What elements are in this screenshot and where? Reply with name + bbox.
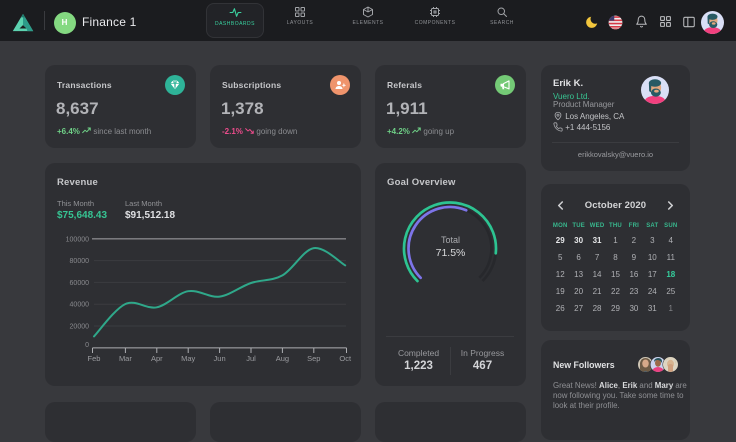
svg-text:Aug: Aug <box>276 354 289 363</box>
svg-text:Oct: Oct <box>339 354 352 363</box>
svg-text:Sep: Sep <box>307 354 320 363</box>
svg-text:100000: 100000 <box>66 236 89 243</box>
svg-text:20000: 20000 <box>70 324 90 331</box>
svg-text:Mar: Mar <box>119 354 132 363</box>
svg-text:Apr: Apr <box>151 354 163 363</box>
svg-text:0: 0 <box>85 342 89 349</box>
svg-text:Jun: Jun <box>214 354 226 363</box>
svg-text:80000: 80000 <box>70 258 90 265</box>
svg-text:60000: 60000 <box>70 280 90 287</box>
svg-text:Feb: Feb <box>88 354 101 363</box>
svg-text:Jul: Jul <box>246 354 256 363</box>
svg-text:40000: 40000 <box>70 302 90 309</box>
svg-text:May: May <box>181 354 195 363</box>
